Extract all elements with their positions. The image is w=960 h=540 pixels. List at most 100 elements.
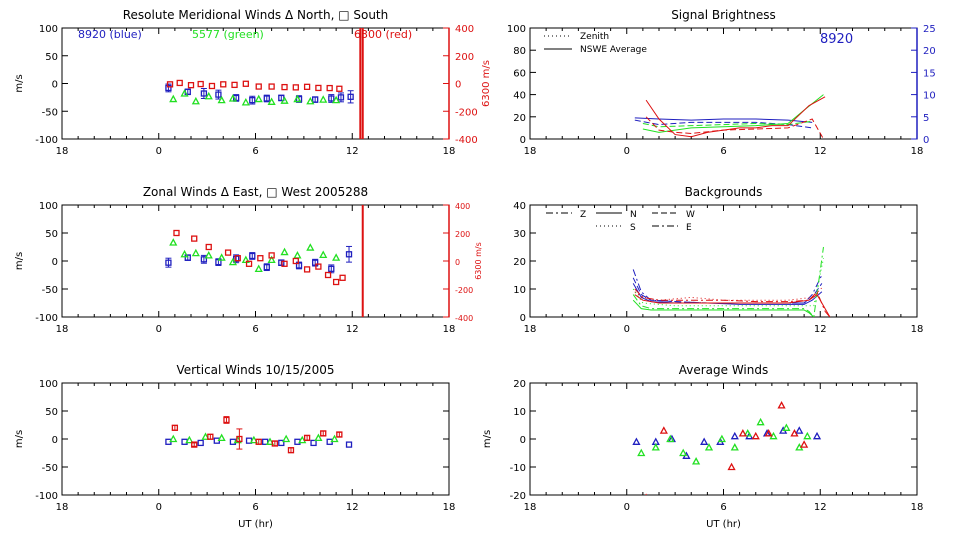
- y-tick-label: 60: [513, 68, 526, 79]
- legend-label-z: Z: [580, 210, 586, 220]
- data-point-square: [312, 96, 319, 103]
- data-point-square: [236, 435, 243, 443]
- x-tick-label: 18: [524, 324, 537, 335]
- data-point-triangle: [169, 94, 178, 103]
- chart-title: Vertical Winds 10/15/2005: [176, 363, 334, 377]
- series-line-red: [634, 285, 824, 301]
- y2-tick-label: 25: [923, 24, 936, 35]
- data-point-square: [184, 254, 191, 261]
- y-tick-label: 0: [520, 135, 526, 146]
- x-axis-label: UT (hr): [706, 519, 741, 530]
- x-tick-label: 0: [624, 502, 630, 513]
- y2-tick-label: -200: [455, 286, 473, 295]
- data-point-square: [200, 90, 208, 97]
- x-tick-label: 12: [346, 146, 359, 157]
- legend-text-blue: 8920 (blue): [78, 28, 142, 41]
- legend-text-red: 6300 (red): [354, 28, 412, 41]
- data-point-square: [173, 229, 180, 237]
- data-point-square: [324, 271, 332, 279]
- y-tick-label: 100: [39, 379, 58, 390]
- x-tick-label: 0: [156, 146, 162, 157]
- data-point-square: [231, 81, 238, 89]
- plot-area: [632, 401, 822, 495]
- data-point-triangle: [217, 253, 226, 261]
- y-tick-label: 50: [45, 229, 58, 240]
- data-point-triangle: [217, 95, 226, 104]
- y-tick-label: 0: [520, 313, 526, 324]
- data-point-triangle: [191, 248, 200, 257]
- data-point-triangle: [201, 432, 210, 440]
- x-tick-label: 6: [252, 324, 258, 335]
- data-point-triangle: [265, 437, 275, 445]
- data-point-square: [281, 83, 288, 91]
- data-point-triangle: [254, 264, 263, 272]
- data-point-triangle: [730, 431, 739, 440]
- y2-tick-label: 400: [455, 24, 474, 35]
- data-point-square: [337, 94, 345, 101]
- x-tick-label: 12: [814, 502, 827, 513]
- data-point-triangle: [180, 89, 189, 97]
- data-point-square: [205, 243, 212, 251]
- y-tick-label: 0: [52, 257, 58, 268]
- y2-tick-label: 0: [455, 80, 461, 91]
- data-point-triangle: [691, 457, 701, 465]
- y2-axis-label: 6300 m/s: [481, 60, 492, 107]
- data-point-triangle: [306, 243, 315, 251]
- plot-frame: [61, 204, 450, 318]
- data-point-triangle: [267, 97, 276, 105]
- data-point-triangle: [777, 401, 786, 409]
- data-point-square: [328, 265, 335, 272]
- data-point-triangle: [228, 257, 238, 266]
- data-point-square: [263, 95, 270, 102]
- data-point-triangle: [782, 423, 791, 431]
- data-point-triangle: [241, 98, 250, 106]
- y-tick-label: -50: [42, 107, 58, 118]
- x-tick-label: 6: [720, 324, 726, 335]
- y-tick-label: 50: [45, 407, 58, 418]
- y-tick-label: 10: [513, 407, 526, 418]
- data-point-square: [287, 447, 295, 454]
- x-tick-label: 12: [346, 324, 359, 335]
- x-tick-label: 12: [346, 502, 359, 513]
- data-point-square: [166, 81, 174, 88]
- data-point-triangle: [241, 255, 250, 264]
- chart-title: Average Winds: [679, 363, 769, 377]
- data-point-square: [292, 257, 299, 265]
- data-point-triangle: [717, 434, 726, 443]
- data-point-triangle: [180, 249, 189, 258]
- legend-label-s: S: [630, 223, 636, 233]
- data-point-square: [187, 82, 195, 89]
- data-point-triangle: [185, 435, 194, 444]
- series-line-green: [642, 120, 813, 128]
- y2-tick-label: -400: [455, 135, 478, 146]
- data-point-square: [208, 82, 216, 90]
- data-point-square: [292, 84, 299, 91]
- data-point-square: [197, 80, 204, 88]
- data-point-square: [315, 84, 322, 92]
- data-point-square: [303, 83, 311, 90]
- y-tick-label: 10: [513, 285, 526, 296]
- data-point-square: [328, 95, 335, 102]
- data-point-square: [220, 81, 227, 88]
- data-point-square: [295, 262, 303, 269]
- data-point-triangle: [228, 94, 238, 102]
- wavelength-annotation: 8920: [820, 32, 853, 47]
- data-point-triangle: [803, 431, 812, 440]
- y-tick-label: 50: [45, 52, 58, 63]
- panel-meridional: Resolute Meridional Winds Δ North, □ Sou…: [14, 8, 492, 157]
- x-tick-label: 18: [56, 324, 69, 335]
- data-point-square: [271, 440, 279, 447]
- data-point-triangle: [282, 434, 291, 443]
- y-tick-label: 0: [52, 435, 58, 446]
- data-point-triangle: [812, 431, 822, 440]
- y-tick-label: 20: [513, 113, 526, 124]
- data-point-triangle: [730, 443, 739, 451]
- chart-title: Signal Brightness: [671, 8, 776, 22]
- x-tick-label: 0: [624, 146, 630, 157]
- y-tick-label: -100: [35, 491, 58, 502]
- data-point-triangle: [659, 426, 668, 434]
- data-point-triangle: [751, 431, 760, 440]
- series-line-blue: [632, 269, 823, 304]
